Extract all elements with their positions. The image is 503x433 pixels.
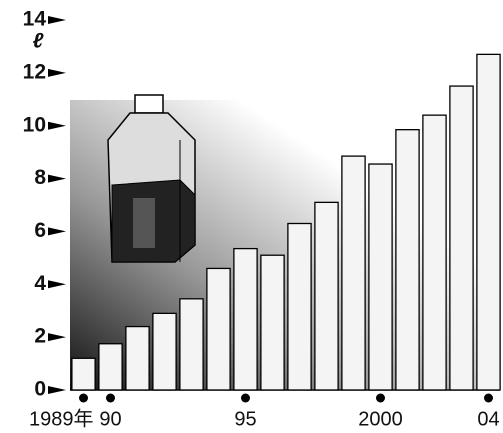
y-tick-label: 14 — [23, 8, 47, 31]
y-tick-mark — [48, 333, 66, 341]
bar — [423, 115, 446, 390]
x-tick-dot — [79, 394, 88, 403]
y-axis-unit: ℓ — [33, 30, 44, 53]
x-tick-dot — [376, 394, 385, 403]
y-tick-mark — [48, 69, 66, 77]
x-tick-dot — [484, 394, 493, 403]
bar — [180, 299, 203, 390]
x-tick-label: 90 — [99, 408, 121, 430]
bar — [153, 313, 176, 390]
bar — [261, 255, 284, 390]
bar — [450, 86, 473, 390]
bar — [72, 358, 95, 390]
y-tick-label: 12 — [23, 60, 46, 83]
x-tick-label: 95 — [234, 408, 256, 430]
chart: ℓ 0 2 4 6 8 10 12 14 1989年90 95 2000 04 — [0, 0, 503, 433]
x-tick-label: 04 — [477, 408, 499, 430]
bar — [315, 202, 338, 390]
bar — [342, 156, 365, 390]
y-tick-label: 6 — [34, 219, 46, 242]
bar — [288, 224, 311, 391]
y-tick-mark — [48, 122, 66, 130]
y-tick-label: 0 — [34, 378, 46, 401]
x-tick-dot — [241, 394, 250, 403]
bar — [369, 164, 392, 390]
y-tick-label: 10 — [23, 113, 46, 136]
x-tick-label: 2000 — [358, 408, 403, 430]
y-tick-mark — [48, 175, 66, 183]
y-tick-mark — [48, 227, 66, 235]
bar — [396, 130, 419, 390]
x-tick-dot — [106, 394, 115, 403]
x-tick-label: 1989年 — [29, 407, 94, 430]
y-tick-mark — [48, 386, 66, 394]
y-tick-mark — [48, 280, 66, 288]
y-tick-label: 2 — [34, 325, 46, 348]
bar — [99, 344, 122, 390]
bar — [234, 249, 257, 390]
bar — [477, 54, 500, 390]
y-tick-label: 4 — [34, 272, 46, 295]
bar — [207, 268, 230, 390]
y-tick-mark — [48, 16, 66, 24]
bar — [126, 327, 149, 390]
y-tick-label: 8 — [34, 166, 46, 189]
